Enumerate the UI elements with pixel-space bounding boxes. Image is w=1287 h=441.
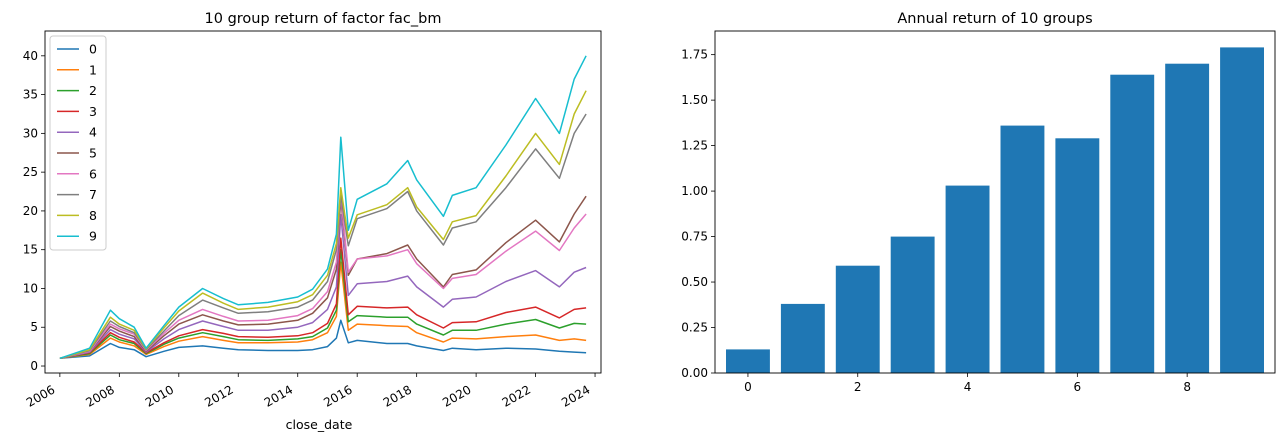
bar-chart-axes-frame <box>714 30 1276 374</box>
series-line-9 <box>59 55 587 360</box>
legend-label-5: 5 <box>89 146 97 161</box>
bar-5 <box>1000 125 1045 373</box>
y-tick-label: 35 <box>23 88 38 102</box>
bar-chart: Annual return of 10 groups 0 2 4 6 8 0.00 0.2… <box>681 11 1276 394</box>
line-chart-y-ticks: 0 5 10 15 20 25 30 35 40 <box>23 49 45 373</box>
legend-label-7: 7 <box>89 187 97 202</box>
y-tick-label: 1.50 <box>681 93 708 107</box>
legend-label-9: 9 <box>89 229 97 244</box>
bar-chart-x-ticks: 0 2 4 6 8 <box>744 373 1191 394</box>
y-tick-label: 0.00 <box>681 366 708 380</box>
y-tick-label: 5 <box>30 320 38 334</box>
legend-label-4: 4 <box>89 125 97 140</box>
bar-0 <box>726 349 770 373</box>
y-tick-label: 10 <box>23 281 38 295</box>
y-tick-label: 15 <box>23 243 38 257</box>
y-tick-label: 20 <box>23 204 38 218</box>
legend-label-8: 8 <box>89 208 97 223</box>
y-tick-label: 1.75 <box>681 48 708 62</box>
line-chart: 10 group return of factor fac_bm 2006 200… <box>23 11 602 432</box>
y-tick-label: 0.75 <box>681 230 708 244</box>
bar-7 <box>1110 74 1155 373</box>
y-tick-label: 25 <box>23 165 38 179</box>
y-tick-label: 0.25 <box>681 321 708 335</box>
bar-1 <box>780 303 825 373</box>
bar-8 <box>1165 63 1210 373</box>
series-line-1 <box>59 261 587 360</box>
line-chart-x-axis-label: close_date <box>286 417 353 432</box>
y-tick-label: 40 <box>23 49 38 63</box>
x-tick-label: 0 <box>744 380 752 394</box>
bar-4 <box>945 185 990 373</box>
y-tick-label: 30 <box>23 126 38 140</box>
line-chart-axes-frame <box>44 30 602 374</box>
bar-3 <box>890 236 935 373</box>
legend-box <box>49 35 107 251</box>
line-chart-title: 10 group return of factor fac_bm <box>205 11 442 27</box>
series-line-0 <box>59 319 587 360</box>
bar-chart-y-ticks: 0.00 0.25 0.50 0.75 1.00 1.25 1.50 1.75 <box>681 48 715 380</box>
x-tick-label: 8 <box>1183 380 1191 394</box>
bar-chart-bars-group <box>726 47 1264 374</box>
line-chart-series-group <box>59 55 587 360</box>
legend-label-0: 0 <box>89 42 97 57</box>
y-tick-label: 1.00 <box>681 184 708 198</box>
x-tick-label: 6 <box>1074 380 1082 394</box>
x-tick-label: 2 <box>854 380 862 394</box>
x-tick-label: 4 <box>964 380 972 394</box>
y-tick-label: 0.50 <box>681 275 708 289</box>
legend-label-2: 2 <box>89 83 97 98</box>
bar-chart-title: Annual return of 10 groups <box>897 11 1092 27</box>
bar-9 <box>1220 47 1264 374</box>
bar-2 <box>835 265 880 373</box>
legend-label-6: 6 <box>89 166 97 181</box>
bar-6 <box>1055 138 1100 373</box>
y-tick-label: 1.25 <box>681 139 708 153</box>
line-chart-legend: 0 1 2 3 4 5 6 7 8 9 <box>49 35 107 251</box>
y-tick-label: 0 <box>30 359 38 373</box>
legend-label-1: 1 <box>89 62 97 77</box>
legend-label-3: 3 <box>89 104 97 119</box>
